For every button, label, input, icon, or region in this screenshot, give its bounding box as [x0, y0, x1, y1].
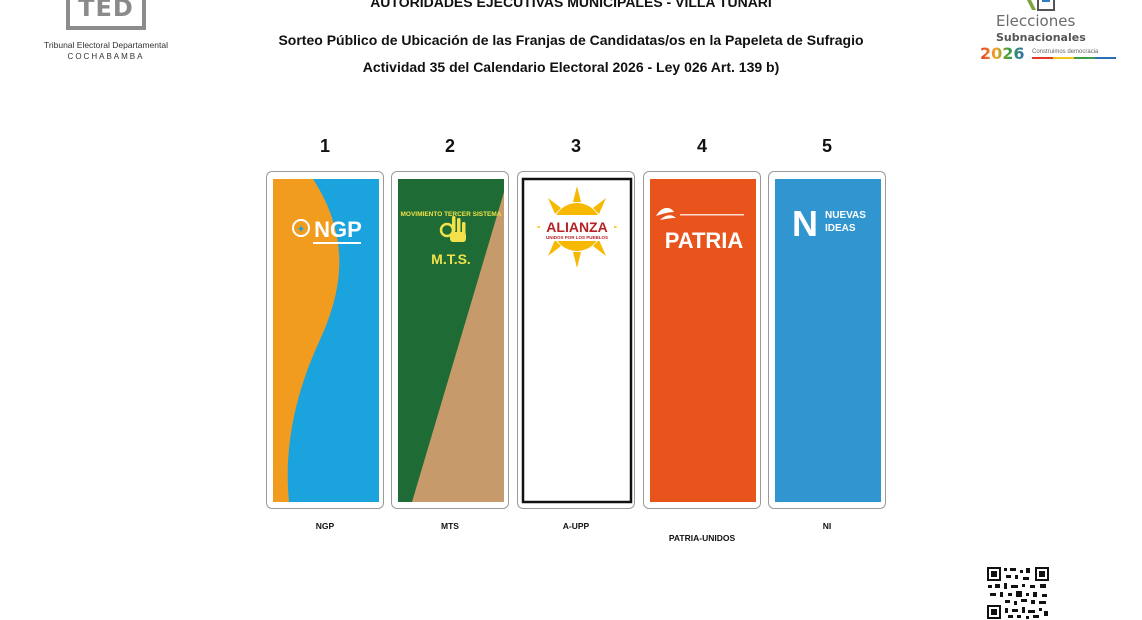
ballot-strip-ngp: ✦ NGP	[266, 171, 384, 509]
elections-tagline: Construimos democracia	[1032, 49, 1099, 55]
patria-logo-text: PATRIA	[665, 228, 744, 253]
ballot-number-1: 1	[319, 136, 330, 156]
mts-arc-text: MOVIMIENTO TERCER SISTEMA	[401, 211, 502, 218]
bird-icon	[656, 207, 676, 220]
qr-code-icon	[986, 566, 1050, 620]
elections-word: Elecciones	[996, 12, 1076, 30]
ballot-number-2: 2	[444, 136, 455, 156]
ballot-number-5: 5	[821, 136, 832, 156]
a-upp-logo-sub: UNIDOS POR LOS PUEBLOS	[546, 235, 608, 240]
patria-strip-art: PATRIA	[650, 179, 756, 502]
party-label-ni: NI	[822, 521, 832, 531]
party-label-mts: MTS	[441, 521, 459, 531]
ni-logo-text-1: NUEVAS	[825, 210, 866, 221]
ted-logo: TED	[66, 0, 146, 32]
mts-strip-art: MOVIMIENTO TERCER SISTEMA M.T.S.	[398, 179, 504, 502]
hand-ok-icon	[439, 216, 466, 242]
ballot-strip-ni: N NUEVAS IDEAS	[768, 171, 886, 509]
ngp-logo-text: NGP	[314, 217, 362, 242]
elections-year-text: 2026	[980, 44, 1025, 63]
ni-strip-art: N NUEVAS IDEAS	[775, 179, 881, 502]
elections-year: 2026	[980, 44, 1025, 63]
ted-name: Tribunal Electoral Departamental	[44, 40, 168, 50]
ballot-strip-patria-unidos: PATRIA	[643, 171, 761, 509]
mts-logo-text: M.T.S.	[431, 251, 471, 267]
party-label-ngp: NGP	[315, 521, 335, 531]
elections-type: Subnacionales	[996, 31, 1086, 44]
ngp-strip-art: ✦ NGP	[273, 179, 379, 502]
party-label-patria-unidos: PATRIA-UNIDOS	[668, 533, 736, 543]
svg-text:✦: ✦	[297, 224, 305, 234]
title-activity: Actividad 35 del Calendario Electoral 20…	[362, 59, 780, 75]
a-upp-logo-text: ALIANZA	[546, 219, 607, 235]
ted-department: COCHABAMBA	[67, 52, 145, 61]
ni-logo-text-2: IDEAS	[825, 223, 856, 234]
ni-logo-mark: N	[792, 203, 818, 244]
ballot-strip-mts: MOVIMIENTO TERCER SISTEMA M.T.S.	[391, 171, 509, 509]
a-upp-strip-art: ALIANZA UNIDOS POR LOS PUEBLOS	[521, 177, 633, 504]
ballot-number-4: 4	[696, 136, 707, 156]
title-main: AUTORIDADES EJECUTIVAS MUNICIPALES - VIL…	[370, 0, 772, 10]
title-subtitle: Sorteo Público de Ubicación de las Franj…	[278, 32, 864, 48]
ted-logo-frame	[66, 0, 146, 30]
ballot-box-icon	[1027, 0, 1055, 11]
party-label-a-upp: A-UPP	[562, 521, 590, 531]
ballot-number-3: 3	[570, 136, 581, 156]
ted-acronym: TED	[78, 0, 134, 22]
elections-color-stripe	[1032, 57, 1116, 59]
ballot-strip-a-upp: ALIANZA UNIDOS POR LOS PUEBLOS	[517, 171, 635, 509]
